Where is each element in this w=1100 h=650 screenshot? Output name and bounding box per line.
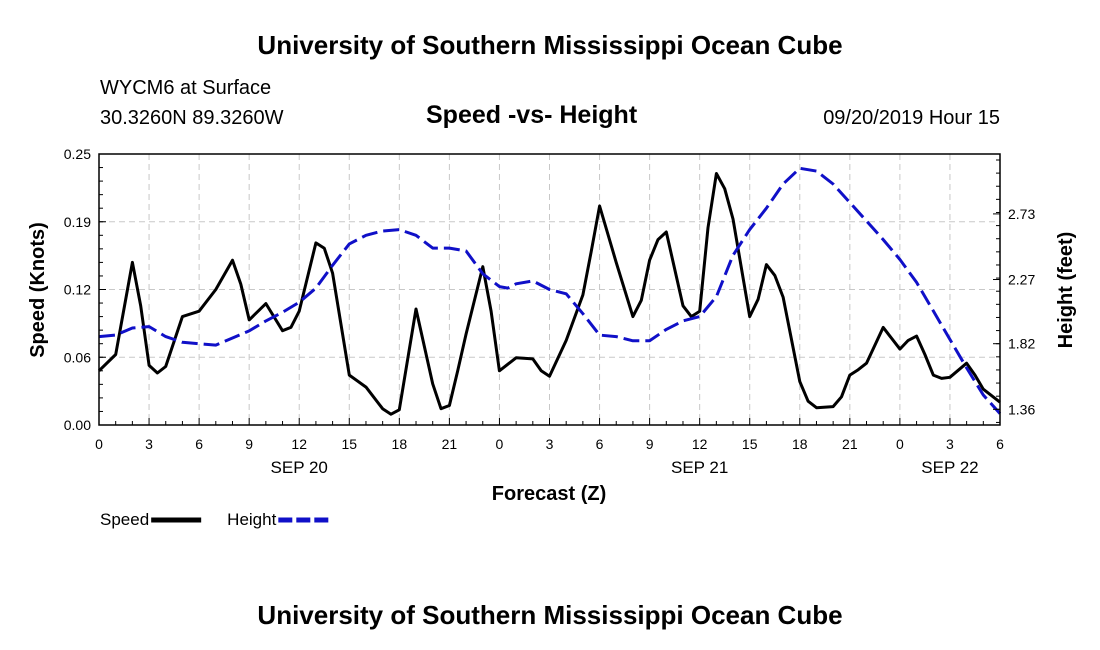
x-tick-label: 6	[596, 436, 604, 452]
x-tick-label: 6	[195, 436, 203, 452]
y2-tick-label: 2.73	[1008, 206, 1035, 222]
grid	[99, 154, 1000, 425]
x-tick-label: 18	[792, 436, 808, 452]
axes: 0 3 6 9 12 15 18 21 0 3 6 9 12 15 18 21 0 3 6 SEP 20 SEP 21 S…	[64, 146, 1036, 477]
x-tick-label: 9	[245, 436, 253, 452]
y-tick-label: 0.06	[64, 349, 91, 365]
forecast-timestamp: 09/20/2019 Hour 15	[823, 107, 1000, 129]
y2-tick-label: 1.82	[1008, 336, 1035, 352]
x-tick-label: 12	[692, 436, 708, 452]
top-title: University of Southern Mississippi Ocean…	[257, 30, 843, 60]
x-tick-label: 15	[341, 436, 357, 452]
x-tick-label: 3	[546, 436, 554, 452]
x-axis-label: Forecast (Z)	[492, 483, 606, 505]
x-tick-label: 6	[996, 436, 1004, 452]
x-tick-label: 21	[442, 436, 458, 452]
series-line-height	[98, 166, 1002, 415]
y-axis-label: Speed (Knots)	[27, 222, 49, 358]
x-tick-label: 0	[95, 436, 103, 452]
y-tick-label: 0.25	[64, 146, 91, 162]
x-tick-label: 12	[291, 436, 307, 452]
x-date-label: SEP 20	[271, 458, 328, 477]
y-tick-label: 0.19	[64, 214, 91, 230]
chart-title: Speed -vs- Height	[426, 101, 638, 129]
bottom-title: University of Southern Mississippi Ocean…	[257, 600, 843, 630]
x-tick-label: 3	[946, 436, 954, 452]
y-tick-label: 0.00	[64, 417, 91, 433]
legend: Speed Height	[100, 510, 329, 529]
y2-axis-label: Height (feet)	[1055, 232, 1077, 349]
x-tick-label: 9	[646, 436, 654, 452]
y2-tick-label: 1.36	[1008, 401, 1035, 417]
x-tick-label: 0	[896, 436, 904, 452]
legend-label-height: Height	[227, 510, 276, 529]
y2-tick-label: 2.27	[1008, 272, 1035, 288]
station-label: WYCM6 at Surface	[100, 77, 272, 99]
x-tick-label: 21	[842, 436, 858, 452]
y-tick-label: 0.12	[64, 282, 91, 298]
legend-label-speed: Speed	[100, 510, 149, 529]
x-tick-label: 3	[145, 436, 153, 452]
series-layer	[97, 166, 1002, 416]
x-date-label: SEP 22	[921, 458, 978, 477]
x-tick-label: 15	[742, 436, 758, 452]
x-date-label: SEP 21	[671, 458, 728, 477]
x-tick-label: 18	[392, 436, 408, 452]
station-coordinates: 30.3260N 89.3260W	[100, 107, 284, 129]
series-line-speed	[97, 172, 1001, 416]
x-tick-label: 0	[496, 436, 504, 452]
